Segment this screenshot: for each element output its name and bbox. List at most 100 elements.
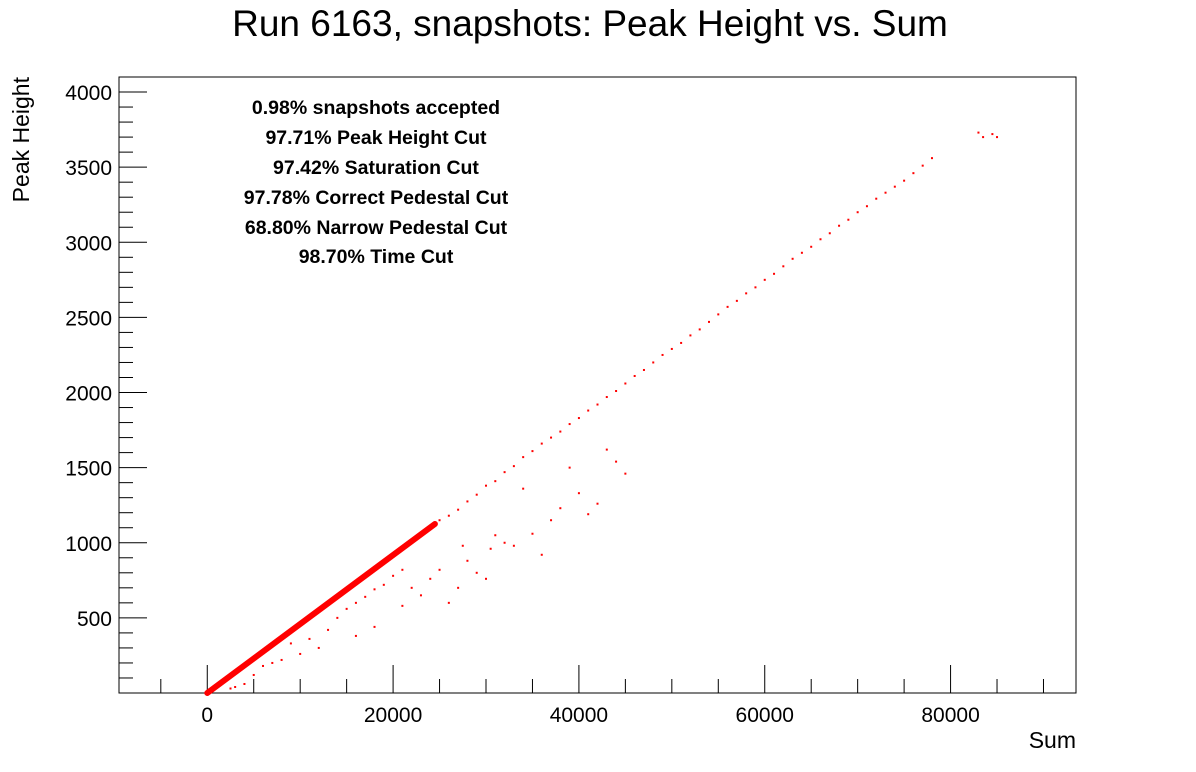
plot-frame	[118, 76, 1077, 694]
data-point	[587, 409, 590, 412]
data-point	[893, 185, 896, 188]
dense-data-band	[204, 520, 438, 696]
data-point	[670, 347, 673, 350]
data-point	[977, 131, 980, 134]
data-point	[615, 460, 618, 463]
data-point	[745, 292, 748, 295]
data-point	[522, 487, 525, 490]
data-point	[531, 450, 534, 453]
y-tick-label: 4000	[65, 82, 112, 105]
data-point	[689, 334, 692, 337]
annotation-accepted: 0.98% snapshots accepted	[252, 97, 500, 119]
data-point	[485, 577, 488, 580]
data-point	[373, 588, 376, 591]
data-point	[838, 224, 841, 227]
data-point	[229, 687, 232, 690]
data-point	[540, 442, 543, 445]
data-point	[457, 508, 460, 511]
data-point	[605, 448, 608, 451]
data-point	[336, 616, 339, 619]
data-point	[875, 197, 878, 200]
data-point	[271, 661, 274, 664]
data-point	[494, 480, 497, 483]
data-point	[447, 514, 450, 517]
data-point	[754, 286, 757, 289]
data-point	[828, 232, 831, 235]
chart-title: Run 6163, snapshots: Peak Height vs. Sum	[232, 3, 948, 44]
data-point	[512, 544, 515, 547]
data-point	[559, 430, 562, 433]
data-point	[466, 559, 469, 562]
y-axis: 500 1000 1500 2000 2500 3000 3500 4000	[65, 76, 147, 679]
data-point	[550, 519, 553, 522]
data-point	[930, 157, 933, 160]
data-point	[512, 465, 515, 468]
data-point	[782, 265, 785, 268]
data-point	[503, 471, 506, 474]
data-point	[419, 594, 422, 597]
x-tick-label: 40000	[550, 704, 608, 727]
annotation-narrow-pedestal-cut: 68.80% Narrow Pedestal Cut	[245, 217, 508, 239]
data-point	[921, 164, 924, 167]
y-tick-label: 3000	[65, 232, 112, 255]
data-point	[680, 341, 683, 344]
data-point	[382, 583, 385, 586]
data-point	[996, 136, 999, 139]
data-point	[707, 320, 710, 323]
y-axis-label: Peak Height	[8, 76, 34, 202]
data-point	[447, 601, 450, 604]
annotation-peak-height-cut: 97.71% Peak Height Cut	[265, 127, 487, 149]
data-point	[252, 673, 255, 676]
data-point	[791, 257, 794, 260]
data-point	[568, 423, 571, 426]
data-point	[624, 472, 627, 475]
data-point	[234, 685, 237, 688]
y-tick-label: 2000	[65, 383, 112, 406]
data-point	[438, 519, 441, 522]
data-point	[401, 604, 404, 607]
data-point	[489, 547, 492, 550]
data-point	[494, 534, 497, 537]
data-point	[615, 390, 618, 393]
y-tick-label: 2500	[65, 307, 112, 330]
data-point	[642, 368, 645, 371]
annotation-saturation-cut: 97.42% Saturation Cut	[273, 157, 479, 179]
data-point	[982, 136, 985, 139]
data-point	[865, 205, 868, 208]
y-tick-label: 3500	[65, 157, 112, 180]
data-point	[475, 493, 478, 496]
data-point	[429, 577, 432, 580]
data-point	[652, 361, 655, 364]
data-point	[810, 245, 813, 248]
data-point	[466, 500, 469, 503]
data-point	[991, 133, 994, 136]
annotation-time-cut: 98.70% Time Cut	[299, 246, 454, 268]
data-point	[280, 658, 283, 661]
x-tick-label: 0	[201, 704, 213, 727]
data-point	[577, 492, 580, 495]
data-point	[373, 625, 376, 628]
data-point	[587, 513, 590, 516]
data-point	[461, 544, 464, 547]
data-point	[299, 652, 302, 655]
data-point	[559, 507, 562, 510]
y-tick-label: 1000	[65, 533, 112, 556]
data-point	[354, 601, 357, 604]
x-axis: 0 20000 40000 60000 80000	[160, 665, 1044, 727]
y-tick-label: 500	[77, 608, 112, 631]
x-tick-label: 60000	[736, 704, 794, 727]
data-point	[633, 374, 636, 377]
data-point	[531, 532, 534, 535]
data-point	[540, 553, 543, 556]
x-tick-label: 80000	[921, 704, 979, 727]
data-point	[903, 179, 906, 182]
data-point	[800, 251, 803, 254]
data-point	[912, 172, 915, 175]
data-point	[410, 586, 413, 589]
data-point	[401, 568, 404, 571]
data-point	[289, 642, 292, 645]
data-point	[317, 646, 320, 649]
data-point	[550, 436, 553, 439]
annotations: 0.98% snapshots accepted 97.71% Peak Hei…	[244, 97, 509, 268]
